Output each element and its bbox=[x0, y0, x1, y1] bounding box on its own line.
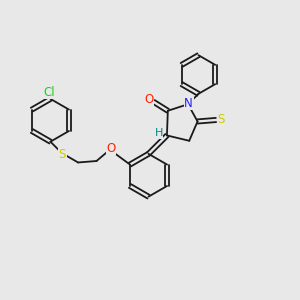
Text: S: S bbox=[58, 148, 66, 161]
Text: H: H bbox=[154, 128, 163, 138]
Text: Cl: Cl bbox=[43, 86, 55, 99]
Text: O: O bbox=[106, 142, 116, 155]
Text: O: O bbox=[145, 93, 154, 106]
Text: N: N bbox=[184, 97, 193, 110]
Text: S: S bbox=[218, 113, 225, 127]
